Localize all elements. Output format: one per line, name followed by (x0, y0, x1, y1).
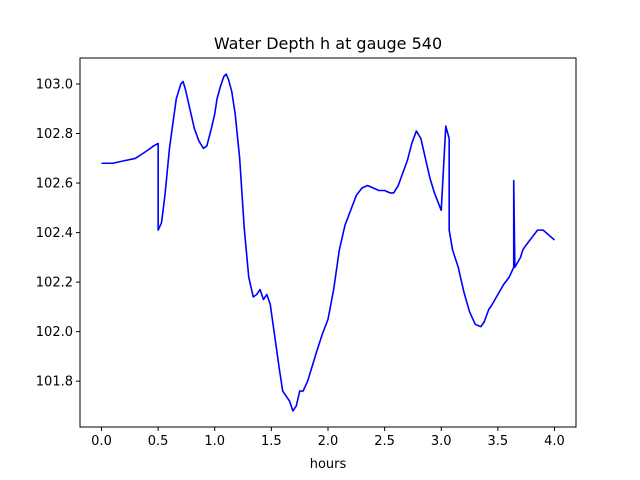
series-line-0 (101, 73, 556, 412)
y-tick-label: 101.8 (36, 375, 73, 390)
x-tick-label: 3.5 (488, 434, 509, 449)
x-axis-label: hours (310, 457, 347, 472)
y-axis-ticks: 101.8 102.0 102.2 102.4 102.6 102.8 103.0 (36, 78, 80, 390)
x-tick-label: 2.5 (374, 434, 395, 449)
y-tick-label: 102.6 (36, 177, 73, 192)
chart-title: Water Depth h at gauge 540 (214, 34, 442, 53)
x-axis-ticks: 0.0 0.5 1.0 1.5 2.0 2.5 3.0 3.5 4.0 (91, 427, 565, 449)
x-tick-label: 2.0 (318, 434, 339, 449)
y-tick-label: 102.8 (36, 127, 73, 142)
axes-frame (79, 57, 577, 428)
y-tick-label: 102.2 (36, 276, 73, 291)
x-tick-label: 4.0 (544, 434, 565, 449)
x-tick-label: 0.0 (91, 434, 112, 449)
y-tick-label: 102.0 (36, 325, 73, 340)
x-tick-label: 1.5 (261, 434, 282, 449)
y-tick-label: 103.0 (36, 78, 73, 93)
y-tick-label: 102.4 (36, 226, 73, 241)
x-tick-label: 1.0 (204, 434, 225, 449)
plot-area (101, 73, 556, 412)
x-tick-label: 0.5 (148, 434, 169, 449)
x-tick-label: 3.0 (431, 434, 452, 449)
